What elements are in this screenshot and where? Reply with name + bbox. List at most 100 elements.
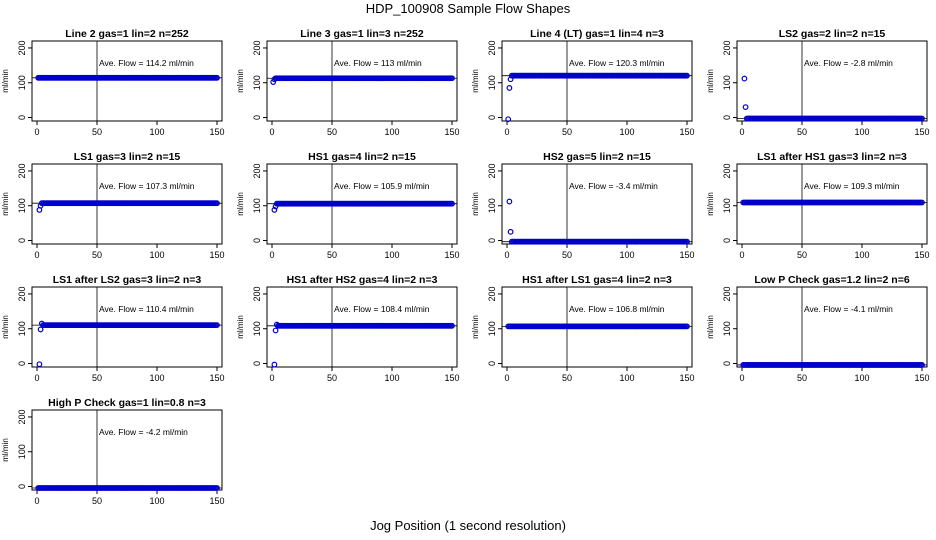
- x-tick-label: 50: [797, 373, 807, 383]
- average-annotation: Ave. Flow = 120.3 ml/min: [569, 58, 665, 68]
- x-tick-label: 0: [269, 250, 274, 260]
- plot-frame: [501, 40, 693, 122]
- panel-9: LS1 after LS2 gas=3 lin=2 n=3 ml/min 0 100 2…: [1, 274, 225, 383]
- x-tick-label: 150: [679, 250, 694, 260]
- data-point: [684, 238, 690, 245]
- data-point: [449, 75, 455, 82]
- panel-7: HS2 gas=5 lin=2 n=15 ml/min 0 100 200 0 50 100 1…: [471, 151, 695, 260]
- y-axis-label: ml/min: [471, 315, 480, 339]
- y-tick-label: 100: [252, 321, 262, 336]
- data-point: [214, 200, 220, 207]
- x-tick-label: 150: [209, 127, 224, 137]
- y-tick-label: 0: [17, 238, 27, 243]
- x-tick-label: 150: [679, 373, 694, 383]
- panel-1: Line 2 gas=1 lin=2 n=252 ml/min 0 100 200 0 50…: [1, 28, 225, 137]
- panel-10: HS1 after HS2 gas=4 lin=2 n=3 ml/min 0 100 2…: [236, 274, 460, 383]
- x-tick-label: 50: [562, 373, 572, 383]
- x-tick-label: 150: [914, 250, 929, 260]
- plot-frame: [736, 286, 928, 368]
- average-annotation: Ave. Flow = 106.8 ml/min: [569, 304, 665, 314]
- y-axis-label: ml/min: [706, 69, 715, 93]
- y-axis-label: ml/min: [1, 438, 10, 462]
- y-tick-label: 0: [487, 238, 497, 243]
- panel-8: LS1 after HS1 gas=3 lin=2 n=3 ml/min 0 100 2…: [706, 151, 930, 260]
- y-tick-label: 0: [17, 361, 27, 366]
- panel-title: High P Check gas=1 lin=0.8 n=3: [48, 397, 206, 409]
- data-point: [507, 228, 514, 235]
- panel-4: LS2 gas=2 lin=2 n=15 ml/min 0 100 200 0 50 100 1…: [706, 28, 930, 137]
- y-tick-label: 0: [252, 238, 262, 243]
- data-point: [684, 323, 690, 330]
- average-annotation: Ave. Flow = 105.9 ml/min: [334, 181, 430, 191]
- average-annotation: Ave. Flow = 108.4 ml/min: [334, 304, 430, 314]
- plot-frame: [736, 40, 928, 122]
- x-tick-label: 0: [34, 373, 39, 383]
- data-point: [684, 72, 690, 79]
- x-tick-label: 150: [679, 127, 694, 137]
- y-axis-label: ml/min: [1, 69, 10, 93]
- figure-title: HDP_100908 Sample Flow Shapes: [365, 1, 571, 16]
- y-tick-label: 200: [17, 409, 27, 424]
- plot-frame: [266, 40, 458, 122]
- panel-11: HS1 after LS1 gas=4 lin=2 n=3 ml/min 0 100 2…: [471, 274, 695, 383]
- y-tick-label: 200: [17, 286, 27, 301]
- x-tick-label: 0: [739, 127, 744, 137]
- data-point: [271, 361, 278, 368]
- y-axis-label: ml/min: [706, 192, 715, 216]
- panel-title: HS1 gas=4 lin=2 n=15: [308, 151, 416, 163]
- data-point: [742, 104, 749, 110]
- y-tick-label: 0: [252, 361, 262, 366]
- panel-title: Line 4 (LT) gas=1 lin=4 n=3: [530, 28, 664, 40]
- x-tick-label: 100: [384, 127, 399, 137]
- average-annotation: Ave. Flow = -2.8 ml/min: [804, 58, 893, 68]
- x-tick-label: 100: [149, 250, 164, 260]
- panel-3: Line 4 (LT) gas=1 lin=4 n=3 ml/min 0 100 200…: [471, 28, 695, 137]
- y-tick-label: 0: [722, 361, 732, 366]
- x-tick-label: 150: [914, 373, 929, 383]
- data-point: [919, 362, 925, 368]
- x-tick-label: 0: [34, 250, 39, 260]
- y-tick-label: 100: [17, 321, 27, 336]
- y-tick-label: 200: [722, 286, 732, 301]
- average-annotation: Ave. Flow = 107.3 ml/min: [99, 181, 195, 191]
- data-point: [36, 361, 43, 368]
- x-tick-label: 100: [854, 373, 869, 383]
- x-axis-label: Jog Position (1 second resolution): [370, 518, 566, 533]
- plot-frame: [501, 163, 693, 245]
- x-tick-label: 50: [562, 250, 572, 260]
- y-tick-label: 0: [487, 115, 497, 120]
- y-tick-label: 0: [252, 115, 262, 120]
- data-point: [214, 322, 220, 329]
- y-tick-label: 100: [487, 198, 497, 213]
- data-point: [449, 322, 455, 329]
- x-tick-label: 100: [854, 127, 869, 137]
- panel-13: High P Check gas=1 lin=0.8 n=3 ml/min 0 100…: [1, 397, 225, 506]
- y-tick-label: 200: [487, 286, 497, 301]
- y-tick-label: 0: [722, 238, 732, 243]
- x-tick-label: 0: [739, 373, 744, 383]
- x-tick-label: 150: [209, 373, 224, 383]
- x-tick-label: 50: [92, 496, 102, 506]
- plot-frame: [31, 40, 223, 122]
- y-tick-label: 200: [252, 40, 262, 55]
- plot-frame: [736, 163, 928, 245]
- panel-title: LS1 after LS2 gas=3 lin=2 n=3: [53, 274, 202, 286]
- y-tick-label: 200: [722, 163, 732, 178]
- x-tick-label: 100: [619, 373, 634, 383]
- x-tick-label: 50: [327, 250, 337, 260]
- data-point: [505, 116, 512, 123]
- y-tick-label: 200: [17, 40, 27, 55]
- y-tick-label: 100: [17, 198, 27, 213]
- data-point: [272, 327, 279, 334]
- y-axis-label: ml/min: [1, 192, 10, 216]
- data-point: [506, 198, 513, 205]
- data-point: [506, 85, 513, 91]
- y-tick-label: 100: [252, 198, 262, 213]
- y-tick-label: 200: [17, 163, 27, 178]
- x-tick-label: 0: [504, 373, 509, 383]
- x-tick-label: 100: [619, 127, 634, 137]
- x-tick-label: 0: [504, 127, 509, 137]
- data-point: [271, 207, 278, 213]
- x-tick-label: 150: [444, 127, 459, 137]
